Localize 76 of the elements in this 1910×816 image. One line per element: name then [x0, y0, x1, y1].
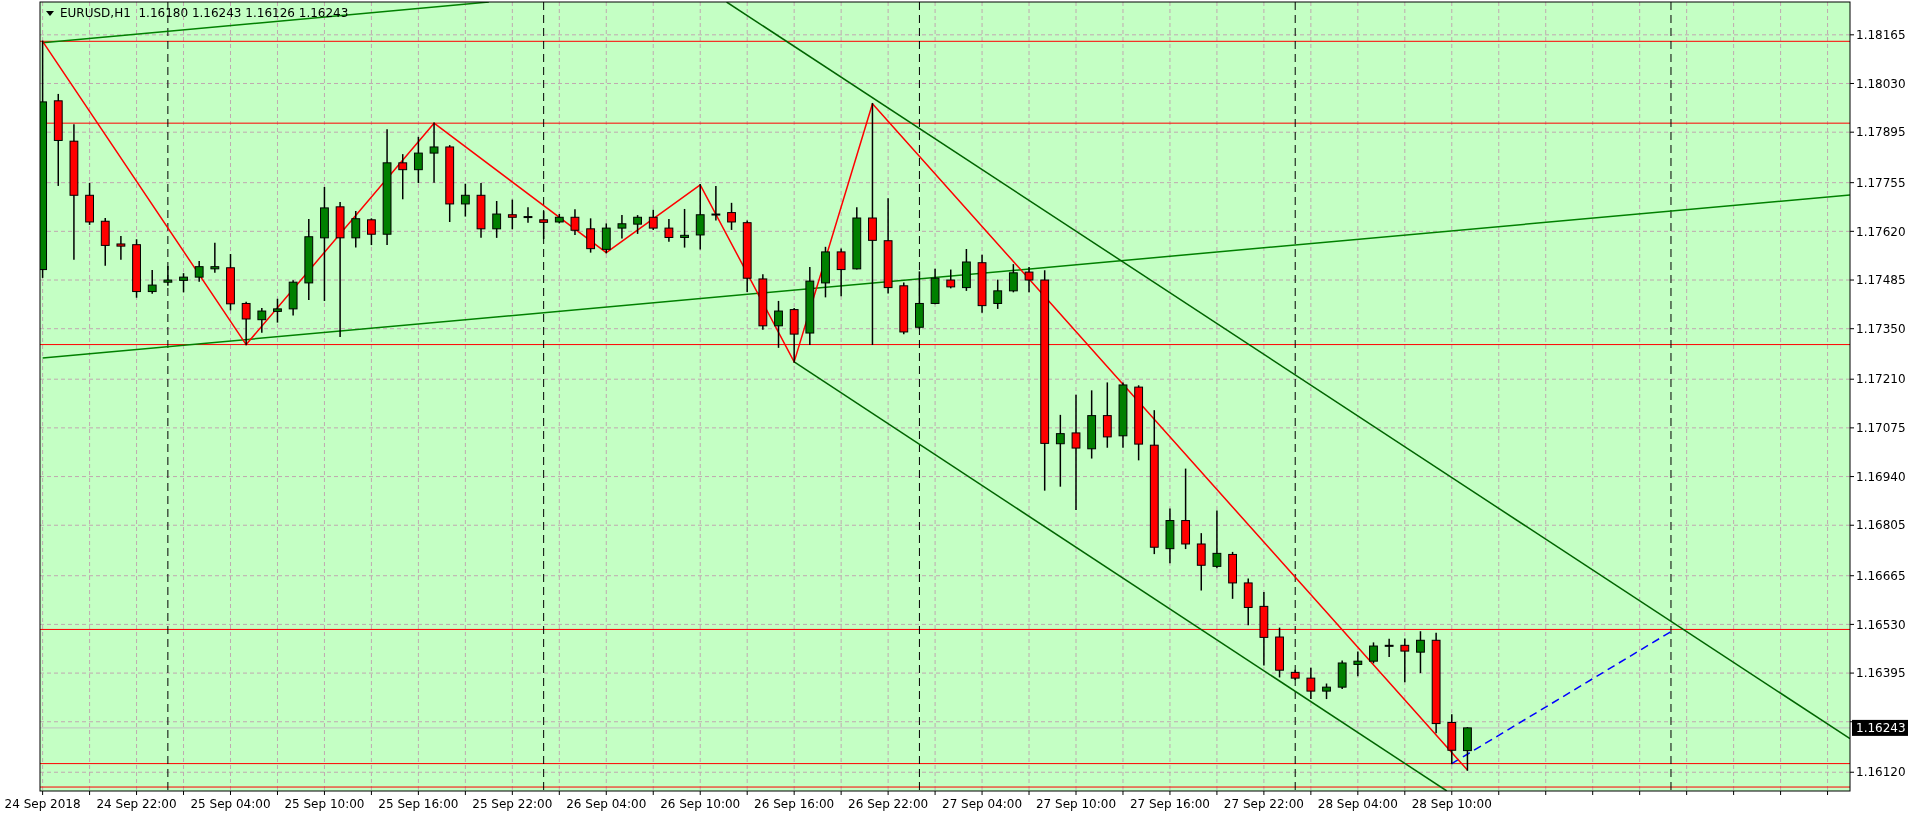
- y-tick-label: 1.16665: [1856, 568, 1906, 583]
- candlestick: [413, 136, 423, 184]
- candlestick: [695, 184, 705, 250]
- candlestick: [1102, 382, 1112, 448]
- candlestick: [570, 209, 580, 235]
- x-tick-label: 25 Sep 16:00: [378, 797, 459, 811]
- x-tick-label: 25 Sep 22:00: [472, 797, 553, 811]
- candlestick: [1463, 727, 1472, 771]
- candlestick: [648, 209, 658, 230]
- candlestick: [836, 248, 846, 297]
- ref-line-label: 1.16243: [1856, 721, 1906, 736]
- candlestick: [1384, 638, 1394, 657]
- candlestick: [1400, 638, 1410, 683]
- candlestick: [774, 300, 783, 348]
- x-tick-label: 25 Sep 10:00: [284, 797, 365, 811]
- candlestick: [1181, 468, 1191, 550]
- candlestick: [523, 207, 533, 223]
- x-tick-label: 28 Sep 04:00: [1317, 797, 1398, 811]
- candlestick: [507, 199, 517, 230]
- x-tick-label: 26 Sep 04:00: [566, 797, 647, 811]
- candlestick: [147, 269, 157, 294]
- candlestick: [1055, 414, 1065, 487]
- candlestick: [1353, 651, 1363, 677]
- candlestick: [1369, 642, 1378, 664]
- candlestick: [116, 236, 126, 260]
- candlestick: [1416, 631, 1425, 674]
- y-tick-label: 1.16805: [1856, 518, 1906, 533]
- candlestick: [351, 211, 361, 248]
- candlestick: [617, 215, 627, 239]
- x-tick-label: 27 Sep 16:00: [1129, 797, 1210, 811]
- y-tick-label: 1.17895: [1856, 125, 1906, 140]
- x-tick-label: 27 Sep 04:00: [942, 797, 1023, 811]
- candlestick: [664, 219, 674, 242]
- candlestick: [273, 298, 282, 323]
- candlestick: [429, 122, 439, 183]
- candlestick: [398, 154, 408, 200]
- y-tick-label: 1.17075: [1856, 421, 1906, 436]
- candlestick: [993, 279, 1003, 309]
- candlestick: [1024, 267, 1034, 293]
- y-tick-label: 1.18030: [1856, 76, 1906, 91]
- x-tick-label: 28 Sep 10:00: [1411, 797, 1492, 811]
- x-tick-label: 26 Sep 16:00: [754, 797, 835, 811]
- y-tick-label: 1.18165: [1856, 28, 1906, 43]
- chart-title: EURUSD,H1 1.16180 1.16243 1.16126 1.16243: [60, 6, 349, 20]
- candlestick: [586, 218, 596, 253]
- y-tick-label: 1.17620: [1856, 224, 1906, 239]
- x-tick-label: 26 Sep 10:00: [660, 797, 741, 811]
- y-tick-label: 1.17485: [1856, 273, 1906, 288]
- y-tick-label: 1.16395: [1856, 666, 1906, 681]
- candlestick: [680, 208, 689, 248]
- candlestick: [367, 218, 376, 246]
- candlestick: [492, 201, 502, 238]
- y-tick-label: 1.17350: [1856, 321, 1906, 336]
- x-tick-label: 27 Sep 10:00: [1035, 797, 1117, 811]
- x-tick-label: 27 Sep 22:00: [1223, 797, 1304, 811]
- candlestick: [711, 185, 721, 221]
- candlestick: [194, 260, 204, 282]
- x-tick-label: 24 Sep 22:00: [96, 797, 177, 811]
- candlestick: [460, 183, 470, 217]
- y-tick-label: 1.17755: [1856, 175, 1906, 190]
- x-tick-label: 26 Sep 22:00: [848, 797, 929, 811]
- y-tick-label: 1.16940: [1856, 469, 1906, 484]
- candlestick: [257, 308, 267, 333]
- candlestick: [1008, 264, 1018, 293]
- candlestick: [210, 242, 220, 273]
- candlestick: [1071, 394, 1081, 511]
- candlestick: [1212, 510, 1222, 569]
- x-tick-label: 25 Sep 04:00: [190, 797, 271, 811]
- y-tick-label: 1.16120: [1856, 765, 1906, 780]
- candlestick: [727, 202, 736, 230]
- y-tick-label: 1.17210: [1856, 372, 1906, 387]
- candlestick: [1306, 667, 1316, 700]
- x-tick-label: 24 Sep 2018: [4, 797, 81, 811]
- candlestick: [1196, 533, 1206, 591]
- candlestick: [601, 223, 611, 254]
- y-tick-label: 1.16530: [1856, 617, 1906, 632]
